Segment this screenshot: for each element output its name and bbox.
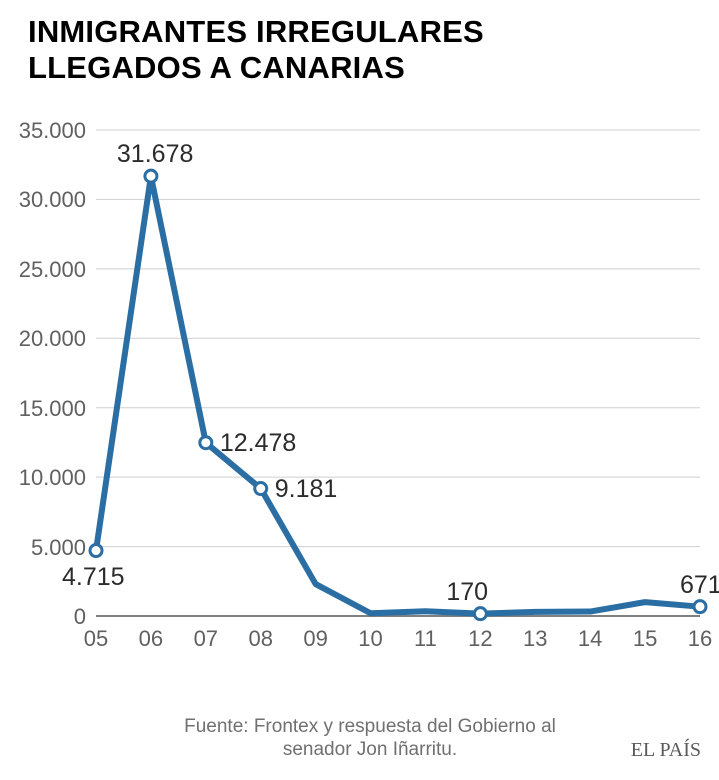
y-tick-label: 0 [0,604,86,630]
x-tick-label: 05 [76,626,116,652]
data-point-label: 12.478 [220,429,296,458]
y-tick-label: 5.000 [0,535,86,561]
x-tick-label: 08 [241,626,281,652]
x-tick-label: 13 [515,626,555,652]
x-tick-label: 14 [570,626,610,652]
data-point-label: 170 [446,578,488,607]
title-line-1: INMIGRANTES IRREGULARES [28,14,484,49]
y-tick-label: 20.000 [0,326,86,352]
x-tick-label: 15 [625,626,665,652]
publisher-brand: EL PAÍS [631,739,701,762]
figure-container: INMIGRANTES IRREGULARES LLEGADOS A CANAR… [0,0,719,780]
data-point-label: 9.181 [275,475,338,504]
title-line-2: LLEGADOS A CANARIAS [28,50,405,85]
data-point-label: 31.678 [117,140,193,169]
x-tick-label: 10 [351,626,391,652]
source-text: Fuente: Frontex y respuesta del Gobierno… [160,715,580,763]
x-tick-label: 06 [131,626,171,652]
y-tick-label: 15.000 [0,396,86,422]
x-tick-label: 09 [296,626,336,652]
y-tick-label: 25.000 [0,257,86,283]
x-tick-label: 12 [460,626,500,652]
x-tick-label: 11 [405,626,445,652]
chart-area: 0 5.000 10.000 15.000 20.000 25.000 30.000 35.0… [0,112,719,672]
y-tick-label: 10.000 [0,465,86,491]
data-point-label: 671 [680,571,719,600]
x-tick-label: 16 [680,626,719,652]
chart-title: INMIGRANTES IRREGULARES LLEGADOS A CANAR… [28,14,484,85]
data-point-label: 4.715 [62,563,125,592]
x-tick-label: 07 [186,626,226,652]
y-tick-label: 35.000 [0,118,86,144]
y-tick-label: 30.000 [0,187,86,213]
